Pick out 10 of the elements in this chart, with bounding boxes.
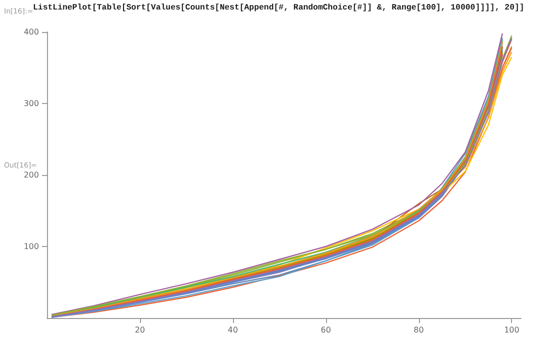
- y-tick-label: 300: [24, 99, 39, 108]
- x-tick-label: 100: [504, 326, 520, 334]
- y-tick-label: 100: [24, 242, 39, 251]
- x-tick-label: 80: [414, 326, 424, 334]
- y-tick-label: 200: [24, 170, 39, 180]
- x-tick-label: 40: [228, 326, 238, 334]
- y-tick-label: 400: [24, 28, 39, 36]
- x-tick-label: 60: [320, 326, 331, 334]
- x-tick-label: 20: [134, 326, 146, 334]
- chart-title: ListLinePlot[Table[Sort[Values[Counts[Nest[Append[#, RandomChoice[#]] &, Range[100], 10000]]]], 20]]: [33, 4, 524, 12]
